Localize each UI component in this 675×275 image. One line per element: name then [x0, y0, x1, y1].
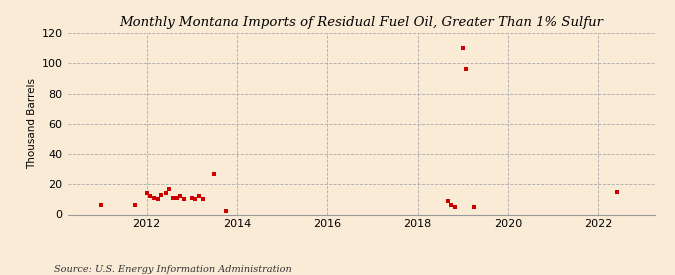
Point [167, 196, 178, 200]
Point [458, 46, 468, 50]
Point [186, 196, 197, 200]
Point [141, 191, 152, 196]
Point [209, 172, 220, 176]
Point [156, 192, 167, 197]
Point [171, 196, 182, 200]
Point [96, 203, 107, 208]
Point [612, 190, 622, 194]
Point [461, 67, 472, 72]
Point [446, 203, 457, 208]
Point [468, 205, 479, 209]
Point [450, 205, 460, 209]
Point [144, 194, 155, 199]
Point [175, 194, 186, 199]
Point [194, 194, 205, 199]
Point [153, 197, 163, 202]
Point [130, 203, 140, 208]
Title: Monthly Montana Imports of Residual Fuel Oil, Greater Than 1% Sulfur: Monthly Montana Imports of Residual Fuel… [119, 16, 603, 29]
Point [220, 209, 231, 214]
Point [164, 187, 175, 191]
Point [198, 197, 209, 202]
Text: Source: U.S. Energy Information Administration: Source: U.S. Energy Information Administ… [54, 265, 292, 274]
Point [190, 197, 200, 202]
Point [160, 191, 171, 196]
Point [442, 199, 453, 203]
Point [148, 196, 159, 200]
Y-axis label: Thousand Barrels: Thousand Barrels [28, 78, 37, 169]
Point [179, 197, 190, 202]
